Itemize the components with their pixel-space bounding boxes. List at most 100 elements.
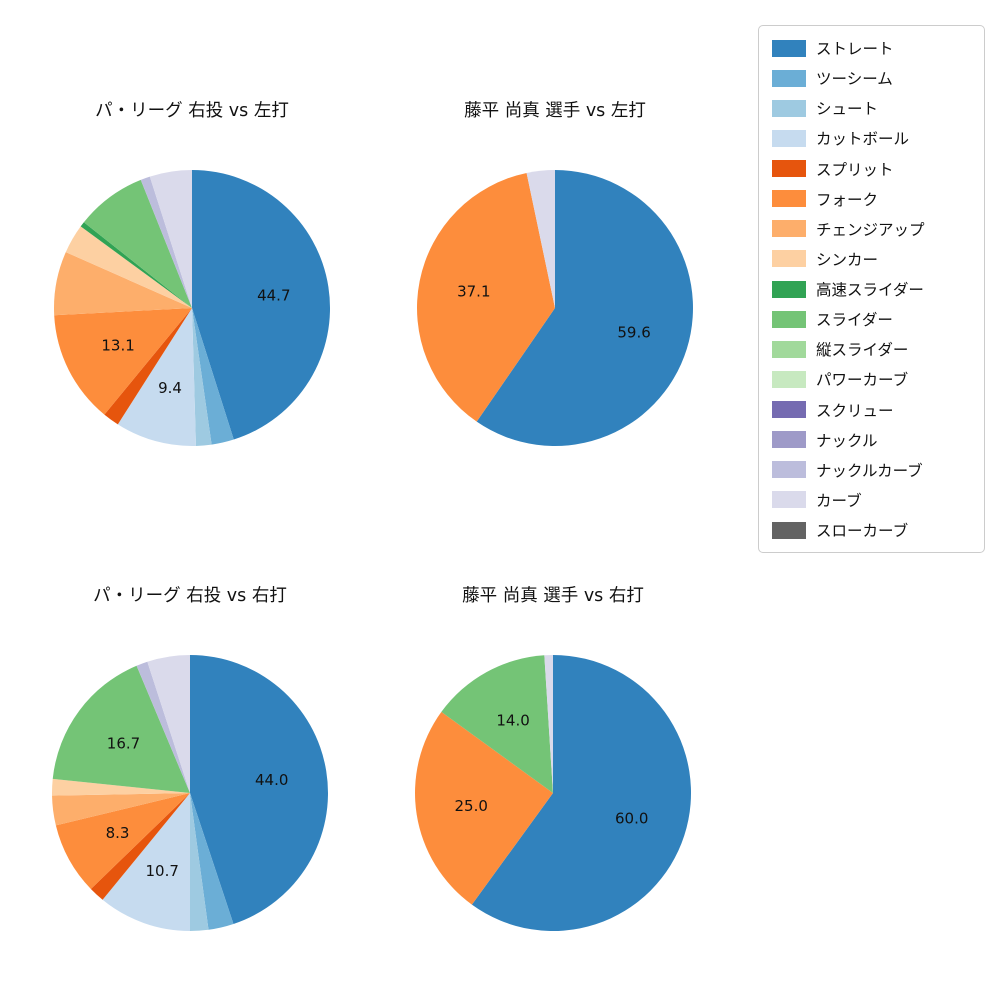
- pie-slice: [140, 176, 192, 308]
- legend-swatch: [772, 190, 806, 208]
- legend-label: カットボール: [816, 130, 910, 149]
- legend-item: 高速スライダー: [772, 278, 971, 300]
- pie-slice: [192, 170, 331, 440]
- legend-swatch: [772, 310, 806, 328]
- legend-label: スプリット: [816, 160, 894, 179]
- legend-item: ナックルカーブ: [772, 459, 971, 481]
- slice-value-label: 37.1: [457, 283, 490, 301]
- slice-value-label: 14.0: [496, 711, 529, 729]
- pie-slice: [102, 793, 190, 931]
- legend-swatch: [772, 99, 806, 117]
- pie-player-vs-left: 59.6 37.1: [417, 170, 693, 446]
- pie-slice: [415, 711, 553, 905]
- chart-title: パ・リーグ 右投 vs 右打: [93, 586, 287, 606]
- pie-slice: [117, 308, 196, 446]
- legend-item: シンカー: [772, 248, 971, 270]
- slice-value-label: 10.7: [145, 862, 178, 880]
- pie-slice: [55, 793, 190, 889]
- pie-slice: [526, 170, 555, 308]
- pie-chart-league-vs-left: パ・リーグ 右投 vs 左打 44.7 9.4 13.1: [52, 98, 332, 448]
- legend-label: スライダー: [816, 311, 893, 330]
- pie-slice: [417, 172, 555, 422]
- chart-title: 藤平 尚真 選手 vs 右打: [462, 586, 644, 606]
- pie-slice: [192, 308, 212, 446]
- pie-slice: [544, 655, 553, 793]
- legend-item: チェンジアップ: [772, 218, 971, 240]
- legend: ストレートツーシームシュートカットボール スプリットフォークチェンジアップ シンカー…: [758, 25, 985, 553]
- pie-slice: [52, 793, 190, 826]
- legend-swatch: [772, 521, 806, 539]
- slice-value-label: 13.1: [101, 336, 134, 354]
- pie-league-vs-left: 44.7 9.4 13.1: [54, 170, 331, 446]
- pie-slice: [190, 793, 234, 930]
- legend-label: シンカー: [816, 250, 879, 269]
- pie-chart-league-vs-right: パ・リーグ 右投 vs 右打 44.0 10.7 8.3 16.7: [50, 583, 330, 933]
- chart-title: パ・リーグ 右投 vs 左打: [95, 101, 289, 121]
- pie-slice: [52, 665, 191, 793]
- slice-value-label: 16.7: [107, 735, 140, 753]
- pie-slice: [136, 661, 190, 793]
- pie-slice: [147, 655, 190, 793]
- legend-swatch: [772, 220, 806, 238]
- pie-chart-player-vs-right: 藤平 尚真 選手 vs 右打 60.0 25.0 14.0: [413, 583, 693, 933]
- slice-value-label: 25.0: [454, 797, 487, 815]
- legend-item: シュート: [772, 97, 971, 119]
- legend-item: ナックル: [772, 429, 971, 451]
- legend-item: パワーカーブ: [772, 368, 971, 390]
- legend-item: カーブ: [772, 489, 971, 511]
- legend-label: ナックル: [816, 431, 878, 450]
- legend-swatch: [772, 401, 806, 418]
- legend-item: スプリット: [772, 158, 971, 180]
- legend-item: ストレート: [772, 37, 971, 59]
- pie-slice: [476, 170, 693, 446]
- legend-label: ストレート: [816, 40, 894, 58]
- pie-player-vs-right: 60.0 25.0 14.0: [415, 655, 692, 931]
- legend-item: フォーク: [772, 188, 971, 210]
- pie-slice: [190, 655, 328, 924]
- slice-value-label: 44.0: [255, 771, 288, 789]
- pie-slice: [192, 308, 234, 445]
- pie-slice: [104, 308, 192, 425]
- legend-item: スクリュー: [772, 399, 971, 421]
- legend-label: ツーシーム: [816, 70, 893, 89]
- pie-slice: [441, 655, 553, 793]
- legend-swatch: [772, 340, 806, 358]
- legend-swatch: [772, 160, 806, 177]
- legend-swatch: [772, 129, 806, 147]
- pie-slice: [80, 222, 192, 308]
- pie-slice: [149, 170, 192, 308]
- slice-value-label: 8.3: [106, 824, 130, 842]
- legend-label: 高速スライダー: [816, 281, 924, 299]
- legend-label: フォーク: [816, 190, 879, 209]
- pie-slice: [471, 655, 692, 931]
- pie-chart-player-vs-left: 藤平 尚真 選手 vs 左打 59.6 37.1: [415, 98, 695, 448]
- legend-swatch: [772, 280, 806, 298]
- legend-item: ツーシーム: [772, 67, 971, 89]
- slice-value-label: 44.7: [257, 286, 290, 304]
- legend-label: チェンジアップ: [816, 220, 925, 239]
- pie-slice: [83, 179, 192, 308]
- legend-label: カーブ: [816, 491, 862, 510]
- pie-league-vs-right: 44.0 10.7 8.3 16.7: [52, 655, 328, 931]
- slice-value-label: 60.0: [615, 810, 648, 828]
- pie-slice: [190, 793, 209, 931]
- pie-slice: [90, 793, 190, 900]
- legend-swatch: [772, 431, 806, 449]
- legend-swatch: [772, 370, 806, 388]
- pie-slice: [54, 252, 192, 316]
- pie-slice: [52, 778, 190, 796]
- pie-slice: [54, 308, 192, 415]
- legend-swatch: [772, 491, 806, 509]
- legend-swatch: [772, 39, 806, 57]
- legend-label: パワーカーブ: [816, 371, 909, 390]
- legend-swatch: [772, 250, 806, 268]
- legend-item: カットボール: [772, 127, 971, 149]
- legend-label: ナックルカーブ: [816, 461, 923, 480]
- slice-value-label: 9.4: [158, 379, 182, 397]
- legend-item: スライダー: [772, 308, 971, 330]
- legend-item: スローカーブ: [772, 519, 971, 541]
- legend-item: 縦スライダー: [772, 338, 971, 360]
- legend-label: スローカーブ: [816, 522, 909, 540]
- chart-title: 藤平 尚真 選手 vs 左打: [464, 101, 646, 121]
